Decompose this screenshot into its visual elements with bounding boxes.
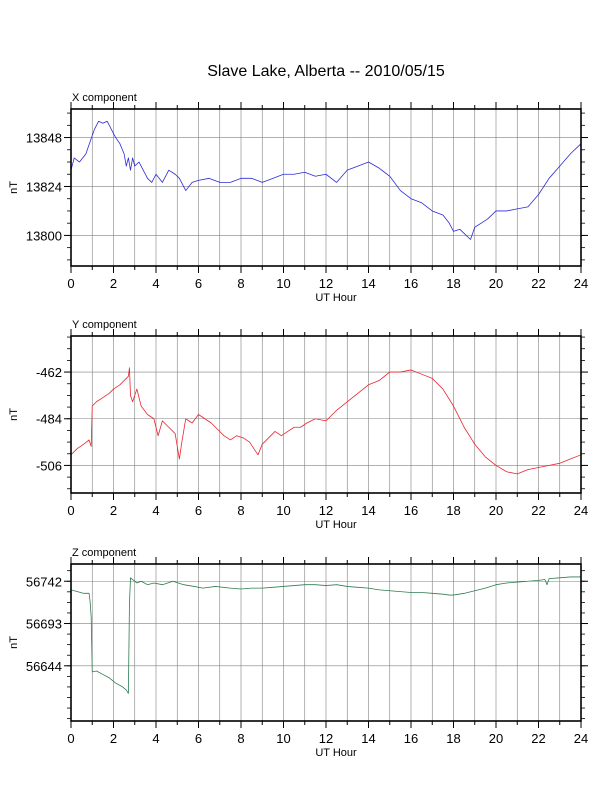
x-tick-label: 24 — [574, 731, 588, 746]
x-tick-label: 12 — [319, 731, 333, 746]
component-label: Z component — [72, 547, 136, 559]
y-tick-label: 13800 — [26, 228, 62, 243]
x-tick-label: 20 — [489, 731, 503, 746]
x-tick-label: 0 — [67, 731, 74, 746]
component-label: X component — [72, 92, 137, 104]
series-line-1-1 — [70, 120, 582, 240]
x-tick-label: 6 — [195, 276, 202, 291]
x-tick-label: 10 — [276, 276, 290, 291]
plot-frame — [70, 335, 582, 494]
x-tick-label: 12 — [319, 503, 333, 518]
x-tick-label: 10 — [276, 731, 290, 746]
x-tick-label: 8 — [237, 276, 244, 291]
x-tick-label: 6 — [195, 731, 202, 746]
y-tick-label: 13824 — [26, 179, 62, 194]
x-tick-label: 2 — [110, 503, 117, 518]
x-tick-label: 18 — [446, 276, 460, 291]
x-tick-label: 2 — [110, 731, 117, 746]
x-tick-label: 8 — [237, 731, 244, 746]
x-tick-label: 12 — [319, 276, 333, 291]
x-tick-label: 2 — [110, 276, 117, 291]
component-label: Y component — [72, 319, 137, 331]
x-tick-label: 22 — [531, 731, 545, 746]
x-tick-label: 22 — [531, 503, 545, 518]
series-line-3-1 — [70, 576, 581, 694]
x-tick-label: 14 — [361, 503, 375, 518]
plot-frame — [70, 108, 582, 267]
y-tick-label: 13848 — [26, 131, 62, 146]
x-axis-label: UT Hour — [315, 519, 357, 531]
y-tick-label: -462 — [36, 365, 62, 380]
x-tick-label: 22 — [531, 276, 545, 291]
y-axis-label: nT — [8, 636, 20, 649]
x-tick-label: 0 — [67, 503, 74, 518]
x-tick-label: 18 — [446, 731, 460, 746]
x-axis-label: UT Hour — [315, 747, 357, 759]
x-tick-label: 20 — [489, 276, 503, 291]
x-tick-label: 16 — [404, 276, 418, 291]
x-tick-label: 4 — [152, 731, 159, 746]
y-tick-label: 56742 — [26, 574, 62, 589]
y-tick-label: -484 — [36, 412, 62, 427]
x-tick-label: 18 — [446, 503, 460, 518]
x-tick-label: 4 — [152, 276, 159, 291]
series-line-2-1 — [70, 367, 582, 475]
x-tick-label: 0 — [67, 276, 74, 291]
x-tick-label: 16 — [404, 731, 418, 746]
x-axis-label: UT Hour — [315, 292, 357, 304]
y-tick-label: -506 — [36, 458, 62, 473]
chart-title: Slave Lake, Alberta -- 2010/05/15 — [207, 63, 445, 80]
x-tick-label: 16 — [404, 503, 418, 518]
y-tick-label: 56644 — [26, 659, 62, 674]
x-tick-label: 10 — [276, 503, 290, 518]
x-tick-label: 24 — [574, 276, 588, 291]
x-tick-label: 20 — [489, 503, 503, 518]
y-axis-label: nT — [8, 408, 20, 421]
x-tick-label: 4 — [152, 503, 159, 518]
plot-frame — [70, 563, 582, 722]
x-tick-label: 8 — [237, 503, 244, 518]
x-tick-label: 14 — [361, 731, 375, 746]
x-tick-label: 14 — [361, 276, 375, 291]
x-tick-label: 6 — [195, 503, 202, 518]
y-axis-label: nT — [8, 181, 20, 194]
y-tick-label: 56693 — [26, 617, 62, 632]
x-tick-label: 24 — [574, 503, 588, 518]
